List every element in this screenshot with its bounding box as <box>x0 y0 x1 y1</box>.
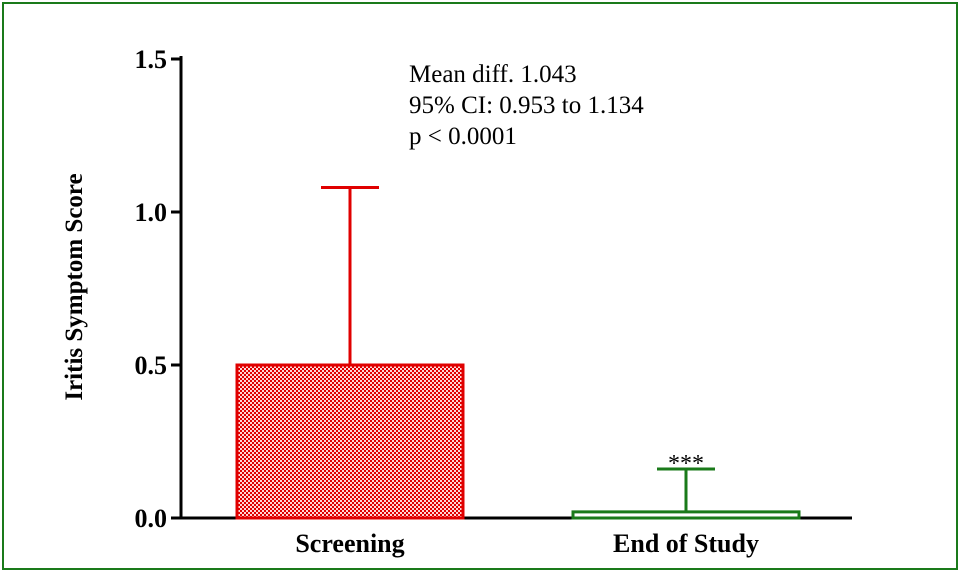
y-tick-label: 1.0 <box>135 198 168 227</box>
bar-chart: 0.0 0.5 1.0 1.5 *** Screening End of Study I… <box>61 45 852 558</box>
x-tick-label: End of Study <box>613 529 759 558</box>
bars: *** <box>235 186 801 520</box>
y-axis-label: Iritis Symptom Score <box>61 173 88 400</box>
chart-frame: 0.0 0.5 1.0 1.5 *** Screening End of Study I… <box>2 2 958 570</box>
stats-line: 95% CI: 0.953 to 1.134 <box>409 92 644 119</box>
significance-marker: *** <box>668 451 704 477</box>
stats-line: Mean diff. 1.043 <box>409 61 577 88</box>
bar-end-of-study <box>571 510 801 520</box>
y-tick-label: 0.0 <box>135 504 168 533</box>
bar-screening <box>235 363 465 520</box>
stats-line: p < 0.0001 <box>409 123 517 150</box>
x-tick-labels: Screening End of Study <box>295 529 759 558</box>
x-tick-label: Screening <box>295 529 404 558</box>
stats-annotation: Mean diff. 1.043 95% CI: 0.953 to 1.134 p … <box>409 61 644 150</box>
y-tick-label: 0.5 <box>135 351 168 380</box>
y-tick-label: 1.5 <box>135 45 168 74</box>
y-ticks: 0.0 0.5 1.0 1.5 <box>135 45 181 533</box>
